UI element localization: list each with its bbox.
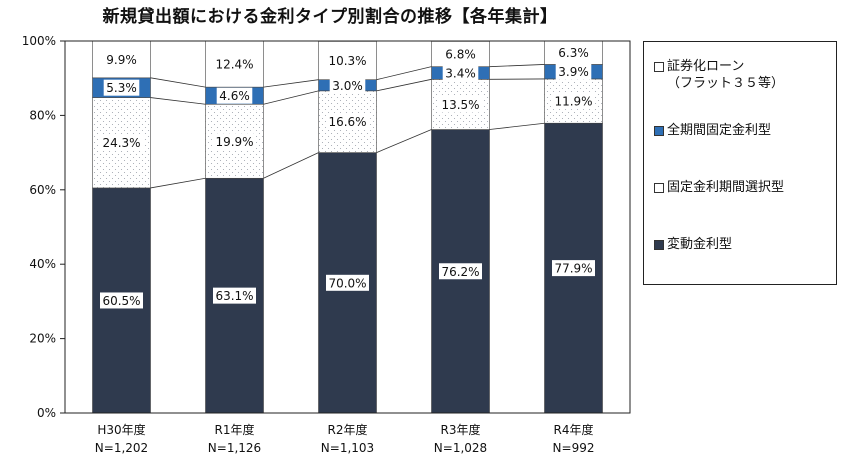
data-label: 24.3% xyxy=(102,136,140,150)
data-label-bg xyxy=(100,292,143,309)
x-tick-label: R2年度 xyxy=(328,422,368,437)
data-label-bg xyxy=(555,44,592,61)
x-tick-label: H30年度 xyxy=(97,422,145,437)
data-label-bg xyxy=(442,64,479,81)
y-tick-label: 20% xyxy=(29,332,56,346)
plot-frame xyxy=(64,40,631,414)
data-label-bg xyxy=(326,274,369,291)
chart-title: 新規貸出額における金利タイプ別割合の推移【各年集計】 xyxy=(102,7,558,27)
legend-item-securitized-loan: 証券化ローン （フラット３５等） xyxy=(654,58,784,92)
series-connector xyxy=(263,152,319,179)
series-connector xyxy=(376,129,432,153)
legend-item-full-fixed: 全期間固定金利型 xyxy=(654,122,771,139)
series-connector xyxy=(263,90,319,105)
data-label: 13.5% xyxy=(441,98,479,112)
data-label-bg xyxy=(103,79,140,96)
y-tick-label: 80% xyxy=(29,108,56,122)
series-connector xyxy=(489,64,545,68)
x-count-label: N=1,126 xyxy=(208,441,261,455)
data-label: 3.4% xyxy=(445,66,476,80)
data-label-bg xyxy=(552,260,595,277)
data-label-bg xyxy=(555,63,592,80)
data-label-bg xyxy=(216,87,253,104)
data-label: 76.2% xyxy=(441,265,479,279)
data-label: 3.0% xyxy=(332,79,363,93)
data-label-bg xyxy=(213,133,256,150)
data-label: 10.3% xyxy=(328,54,366,68)
data-label-bg xyxy=(326,52,369,69)
x-count-label: N=1,202 xyxy=(95,441,148,455)
data-label: 16.6% xyxy=(328,115,366,129)
series-connector xyxy=(489,122,545,130)
series-connector xyxy=(376,78,432,92)
data-label: 60.5% xyxy=(102,294,140,308)
data-label-bg xyxy=(552,93,595,110)
y-tick-label: 100% xyxy=(22,34,56,48)
legend-swatch-full-fixed xyxy=(654,126,664,136)
series-connector xyxy=(263,79,319,88)
data-label: 19.9% xyxy=(215,135,253,149)
legend-label-full-fixed: 全期間固定金利型 xyxy=(667,123,772,138)
legend-item-fixed-period: 固定金利期間選択型 xyxy=(654,179,784,196)
data-label-bg xyxy=(442,46,479,63)
data-label: 70.0% xyxy=(328,276,366,290)
data-label-bg xyxy=(439,96,482,113)
x-count-label: N=1,028 xyxy=(434,441,487,455)
x-tick-label: R1年度 xyxy=(215,422,255,437)
legend-swatch-variable xyxy=(654,240,664,250)
y-tick-label: 0% xyxy=(37,406,56,420)
y-tick-label: 40% xyxy=(29,257,56,271)
legend: 証券化ローン （フラット３５等） 全期間固定金利型 固定金利期間選択型 変動金利… xyxy=(643,41,837,285)
legend-label-securitized-loan: 証券化ローン （フラット３５等） xyxy=(667,59,785,91)
series-connector xyxy=(376,66,432,81)
series-connector xyxy=(150,177,206,189)
legend-swatch-securitized-loan xyxy=(654,62,664,72)
x-count-label: N=1,103 xyxy=(321,441,374,455)
legend-item-variable: 変動金利型 xyxy=(654,236,732,253)
data-label-bg xyxy=(329,77,366,94)
data-label: 9.9% xyxy=(106,53,137,67)
legend-label-variable: 変動金利型 xyxy=(667,237,733,252)
data-label: 12.4% xyxy=(215,58,253,72)
data-label-bg xyxy=(213,56,256,73)
data-label: 6.8% xyxy=(445,48,476,62)
data-label: 11.9% xyxy=(554,95,592,109)
data-label-bg xyxy=(439,263,482,280)
x-tick-label: R3年度 xyxy=(441,422,481,437)
series-connector xyxy=(150,77,206,88)
series-connector xyxy=(150,97,206,105)
plot-area: 60.5% 24.3% 5.3% 9.9% 63.1% 19.9% 4.6% 12.4% 70.… xyxy=(22,34,631,455)
data-label-bg xyxy=(213,287,256,304)
data-label-bg xyxy=(100,134,143,151)
x-count-label: N=992 xyxy=(553,441,595,455)
data-label: 3.9% xyxy=(558,65,589,79)
data-label: 77.9% xyxy=(554,262,592,276)
y-tick-label: 60% xyxy=(29,183,56,197)
legend-label-fixed-period: 固定金利期間選択型 xyxy=(667,180,785,195)
data-label: 4.6% xyxy=(219,89,250,103)
data-label: 63.1% xyxy=(215,289,253,303)
data-label: 6.3% xyxy=(558,46,589,60)
data-label-bg xyxy=(103,51,140,68)
x-tick-label: R4年度 xyxy=(554,422,594,437)
data-label: 5.3% xyxy=(106,81,137,95)
legend-swatch-fixed-period xyxy=(654,183,664,193)
data-label-bg xyxy=(326,113,369,130)
